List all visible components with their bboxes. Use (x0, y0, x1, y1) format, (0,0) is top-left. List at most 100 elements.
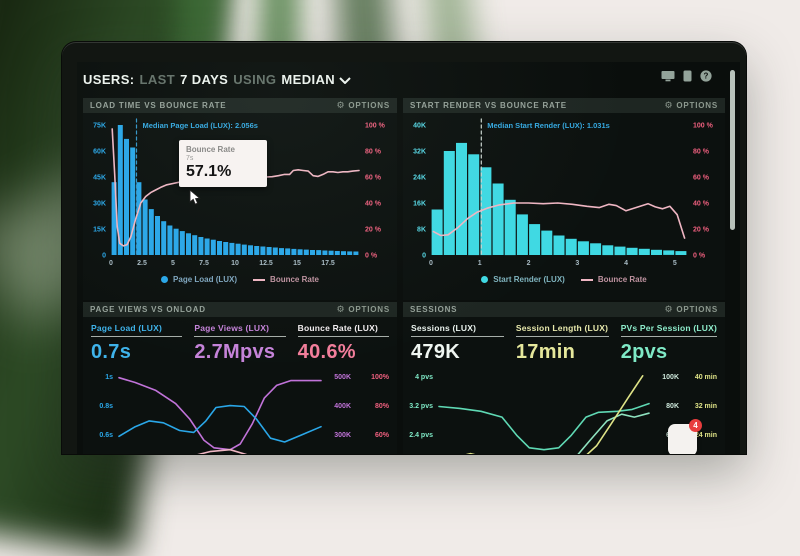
svg-text:20 %: 20 % (365, 227, 382, 234)
metric-underline (297, 336, 389, 337)
svg-text:100 %: 100 % (365, 123, 386, 130)
svg-text:45K: 45K (93, 175, 106, 182)
svg-text:15: 15 (293, 260, 301, 267)
start-render-chart[interactable]: 40K 32K 24K 16K 8K 0 100 % 80 % 60 % 40 % 20 % 0 % M… (403, 113, 725, 273)
metric-page-load: Page Load (LUX) 0.7s (91, 323, 183, 364)
chart-tooltip: Bounce Rate 7s 57.1% (179, 140, 267, 187)
metric-value: 2pvs (620, 341, 668, 363)
legend-item-bounce-rate[interactable]: Bounce Rate (580, 275, 647, 284)
tooltip-title: Bounce Rate (186, 145, 235, 154)
help-button[interactable]: ? (700, 70, 712, 82)
legend-item-bounce-rate[interactable]: Bounce Rate (253, 275, 319, 284)
legend-label: Bounce Rate (597, 275, 647, 284)
metric-sessions: Sessions (LUX) 479K (411, 323, 504, 364)
svg-text:100%: 100% (371, 374, 390, 381)
legend-item-start-render[interactable]: Start Render (LUX) (481, 275, 565, 284)
last-label: LAST (139, 72, 176, 87)
legend-label: Start Render (LUX) (493, 275, 565, 284)
svg-text:0.6s: 0.6s (99, 432, 113, 439)
panel-title: START RENDER VS BOUNCE RATE (410, 101, 567, 110)
dashboard: USERS: LAST 7 DAYS USING MEDIAN ? (77, 62, 740, 454)
options-button[interactable]: ⚙ OPTIONS (336, 100, 390, 111)
svg-text:40 %: 40 % (693, 201, 710, 208)
options-button[interactable]: ⚙ OPTIONS (664, 304, 718, 315)
svg-text:32 min: 32 min (695, 403, 717, 410)
panel-header: START RENDER VS BOUNCE RATE ⚙ OPTIONS (403, 98, 725, 113)
gear-icon: ⚙ (336, 100, 346, 110)
svg-text:4 pvs: 4 pvs (415, 374, 433, 381)
metric-value: 2.7Mpvs (194, 341, 276, 363)
svg-text:20 %: 20 % (693, 227, 710, 234)
panel-start-render: START RENDER VS BOUNCE RATE ⚙ OPTIONS 40… (403, 98, 725, 300)
page-views-chart[interactable]: 1s 0.8s 0.6s 500K 400K 300K 100% 80% 60% (83, 364, 397, 454)
gear-icon: ⚙ (664, 100, 674, 110)
metric-session-length: Session Length (LUX) 17min (515, 323, 609, 364)
panel-header: PAGE VIEWS VS ONLOAD ⚙ OPTIONS (83, 302, 397, 317)
mobile-view-button[interactable] (683, 70, 692, 82)
options-button[interactable]: ⚙ OPTIONS (336, 304, 390, 315)
svg-text:30K: 30K (93, 201, 106, 208)
svg-text:10: 10 (231, 260, 239, 267)
notification-badge: 4 (689, 419, 702, 432)
series-dot-icon (481, 276, 489, 283)
svg-text:17.5: 17.5 (321, 260, 335, 267)
svg-text:7.5: 7.5 (199, 260, 209, 267)
metric-underline (194, 336, 286, 337)
metric-pvs-per-session: PVs Per Session (LUX) 2pvs (620, 323, 718, 364)
metric-value: 40.6% (297, 341, 356, 363)
scrollbar[interactable] (730, 70, 735, 230)
panel-title: PAGE VIEWS VS ONLOAD (90, 305, 206, 314)
tooltip-x-value: 7s (186, 155, 194, 162)
svg-text:12.5: 12.5 (259, 260, 273, 267)
svg-text:0: 0 (429, 260, 433, 267)
load-time-legend: Page Load (LUX) Bounce Rate (83, 275, 397, 284)
panel-page-views: PAGE VIEWS VS ONLOAD ⚙ OPTIONS Page Load… (83, 302, 397, 454)
svg-text:40K: 40K (413, 123, 426, 130)
svg-text:80K: 80K (666, 403, 679, 410)
laptop-screen: USERS: LAST 7 DAYS USING MEDIAN ? (62, 42, 746, 454)
svg-text:4: 4 (624, 260, 628, 267)
metric-label: Bounce Rate (LUX) (297, 323, 379, 333)
svg-text:40 min: 40 min (695, 374, 717, 381)
monitor-icon (661, 71, 675, 82)
metric-row: Sessions (LUX) 479K Session Length (LUX)… (403, 317, 725, 364)
desktop-view-button[interactable] (661, 70, 675, 82)
svg-text:80%: 80% (375, 403, 390, 410)
svg-text:32K: 32K (413, 149, 426, 156)
svg-text:80 %: 80 % (693, 149, 710, 156)
svg-text:400K: 400K (334, 403, 351, 410)
options-button[interactable]: ⚙ OPTIONS (664, 100, 718, 111)
svg-text:75K: 75K (93, 123, 106, 130)
header-toolbar: ? (661, 70, 712, 82)
svg-text:1: 1 (478, 260, 482, 267)
svg-text:15K: 15K (93, 227, 106, 234)
svg-text:5: 5 (171, 260, 175, 267)
svg-text:60 %: 60 % (365, 175, 382, 182)
metric-page-views: Page Views (LUX) 2.7Mpvs (194, 323, 286, 364)
svg-text:0: 0 (109, 260, 113, 267)
svg-text:5: 5 (673, 260, 677, 267)
svg-text:3: 3 (575, 260, 579, 267)
metric-label: Sessions (LUX) (411, 323, 477, 333)
panel-header: SESSIONS ⚙ OPTIONS (403, 302, 725, 317)
using-label: USING (233, 72, 277, 87)
load-time-chart[interactable]: 75K 60K 45K 30K 15K 0 100 % 80 % 60 % 40 % 20 % 0 %… (83, 113, 397, 273)
metric-underline (91, 336, 183, 337)
mobile-icon (683, 70, 692, 82)
days-label: 7 DAYS (180, 72, 229, 87)
svg-text:60K: 60K (93, 149, 106, 156)
svg-text:100K: 100K (662, 374, 679, 381)
photo-background: { "header": { "users": "USERS:", "last":… (0, 0, 746, 556)
chevron-down-icon (339, 76, 351, 84)
gear-icon: ⚙ (336, 304, 346, 314)
svg-text:1s: 1s (105, 374, 113, 381)
svg-text:80 %: 80 % (365, 149, 382, 156)
svg-text:8K: 8K (417, 227, 426, 234)
svg-text:0: 0 (102, 253, 106, 260)
metric-value: 0.7s (91, 341, 132, 363)
chat-widget-button[interactable]: 4 (668, 419, 702, 454)
svg-text:300K: 300K (334, 432, 351, 439)
legend-item-page-load[interactable]: Page Load (LUX) (161, 275, 237, 284)
svg-text:3.2 pvs: 3.2 pvs (409, 403, 433, 410)
median-dropdown[interactable]: MEDIAN (281, 72, 351, 87)
